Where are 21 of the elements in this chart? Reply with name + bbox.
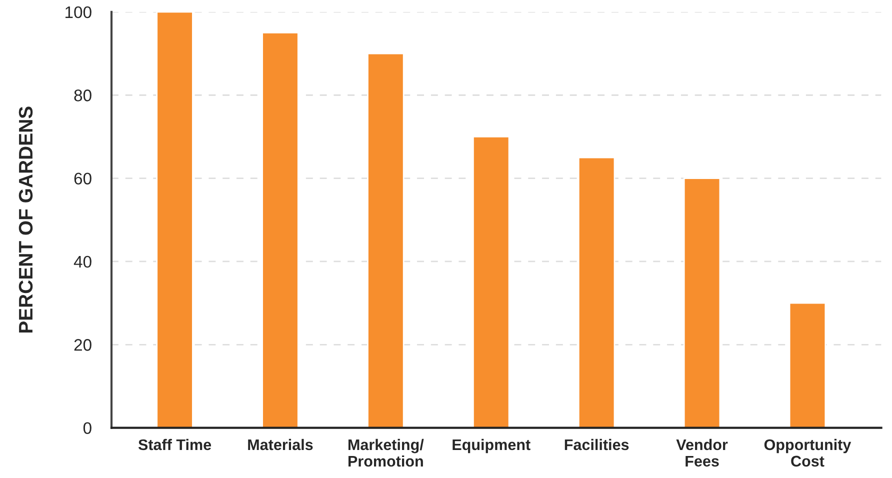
y-tick-label: 40: [74, 256, 92, 268]
bar: [262, 32, 299, 428]
x-tick-label: Materials: [248, 438, 313, 450]
x-tick-label: Vendor Fees: [676, 438, 728, 467]
x-tick-label: Opportunity Cost: [764, 438, 852, 467]
y-tick-label: 20: [74, 339, 92, 351]
x-tick-label: Staff Time: [138, 438, 212, 450]
bar: [788, 302, 826, 428]
bar: [472, 136, 510, 428]
y-tick-label: 100: [66, 6, 92, 18]
bar: [578, 156, 616, 428]
y-tick-label: 60: [74, 172, 92, 184]
x-tick-label: Marketing/ Promotion: [348, 438, 424, 467]
x-tick-label: Facilities: [564, 438, 629, 450]
x-tick-label: Equipment: [452, 438, 530, 454]
y-tick-label: 80: [74, 90, 92, 102]
bar: [156, 12, 194, 428]
y-tick-label: 0: [83, 422, 92, 434]
bar: [683, 178, 721, 428]
y-axis-title: PERCENT OF GARDENS: [18, 106, 33, 333]
bar: [367, 52, 404, 428]
